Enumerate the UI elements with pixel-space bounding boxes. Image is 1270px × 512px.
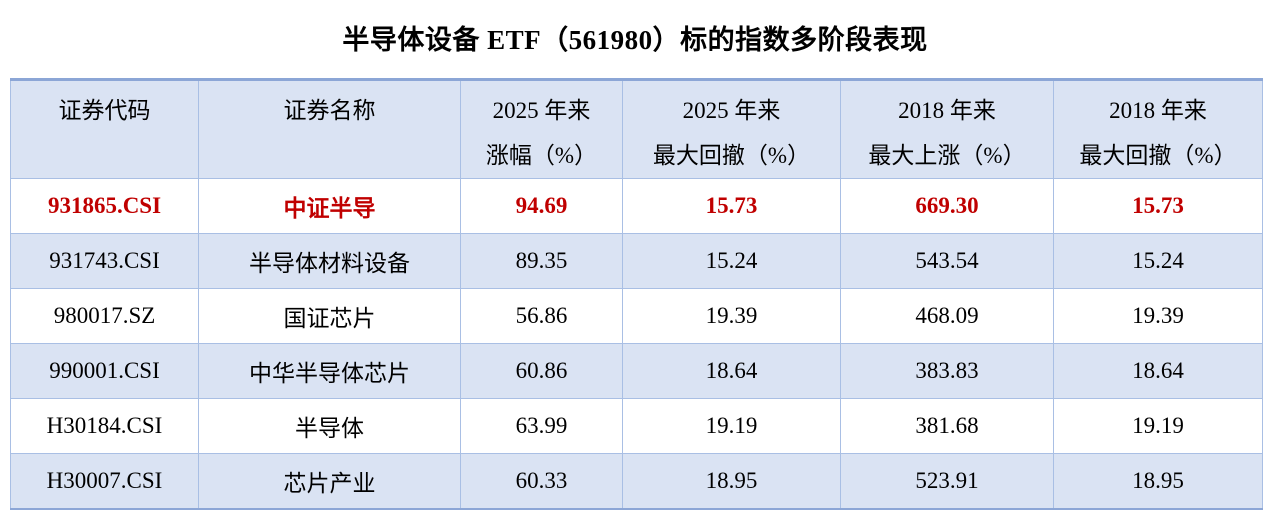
column-header-gain-2025: 2025 年来 涨幅（%） bbox=[460, 79, 623, 179]
column-header-max-drawdown-2025: 2025 年来 最大回撤（%） bbox=[622, 79, 841, 179]
header-row: 证券代码 证券名称 2025 年来 涨幅（%） 2025 年来 最大回撤（%） … bbox=[10, 79, 1263, 179]
column-header-line1: 证券名称 bbox=[283, 98, 376, 123]
table-title: 半导体设备 ETF（561980）标的指数多阶段表现 bbox=[342, 25, 928, 55]
cell-gain-2025: 94.69 bbox=[460, 178, 623, 234]
cell-name: 中华半导体芯片 bbox=[198, 343, 461, 399]
cell-name: 芯片产业 bbox=[198, 453, 461, 509]
cell-max-drawdown-2018: 18.64 bbox=[1053, 343, 1263, 399]
cell-max-drawdown-2025: 18.95 bbox=[622, 453, 841, 509]
cell-max-drawdown-2025: 15.73 bbox=[622, 178, 841, 234]
cell-max-drawdown-2018: 15.73 bbox=[1053, 178, 1263, 234]
cell-max-rise-2018: 381.68 bbox=[840, 398, 1054, 454]
cell-gain-2025: 60.86 bbox=[460, 343, 623, 399]
cell-max-drawdown-2018: 15.24 bbox=[1053, 233, 1263, 289]
cell-max-drawdown-2025: 15.24 bbox=[622, 233, 841, 289]
cell-max-rise-2018: 543.54 bbox=[840, 233, 1054, 289]
column-header-line2 bbox=[200, 133, 460, 178]
cell-max-drawdown-2025: 18.64 bbox=[622, 343, 841, 399]
column-header-line2: 最大回撤（%） bbox=[1079, 143, 1237, 168]
column-header-line2: 最大上涨（%） bbox=[868, 143, 1026, 168]
cell-max-drawdown-2018: 19.19 bbox=[1053, 398, 1263, 454]
cell-max-drawdown-2025: 19.39 bbox=[622, 288, 841, 344]
cell-code: H30007.CSI bbox=[10, 453, 199, 509]
column-header-max-rise-2018: 2018 年来 最大上涨（%） bbox=[840, 79, 1054, 179]
column-header-line1: 2018 年来 bbox=[1109, 98, 1207, 123]
column-header-line1: 2025 年来 bbox=[492, 98, 591, 123]
cell-max-rise-2018: 468.09 bbox=[840, 288, 1054, 344]
table-row: H30007.CSI 芯片产业 60.33 18.95 523.91 18.95 bbox=[10, 453, 1263, 509]
cell-gain-2025: 60.33 bbox=[460, 453, 623, 509]
column-header-max-drawdown-2018: 2018 年来 最大回撤（%） bbox=[1053, 79, 1263, 179]
cell-code: 931743.CSI bbox=[10, 233, 199, 289]
table-row-highlighted: 931865.CSI 中证半导 94.69 15.73 669.30 15.73 bbox=[10, 178, 1263, 234]
cell-code: 980017.SZ bbox=[10, 288, 199, 344]
table-row: H30184.CSI 半导体 63.99 19.19 381.68 19.19 bbox=[10, 398, 1263, 454]
table-row: 990001.CSI 中华半导体芯片 60.86 18.64 383.83 18… bbox=[10, 343, 1263, 399]
column-header-line1: 2018 年来 bbox=[898, 98, 996, 123]
cell-max-rise-2018: 669.30 bbox=[840, 178, 1054, 234]
cell-max-rise-2018: 383.83 bbox=[840, 343, 1054, 399]
column-header-line2: 涨幅（%） bbox=[485, 143, 598, 168]
column-header-name: 证券名称 bbox=[198, 79, 461, 179]
cell-code: 990001.CSI bbox=[10, 343, 199, 399]
table-row: 931743.CSI 半导体材料设备 89.35 15.24 543.54 15… bbox=[10, 233, 1263, 289]
cell-max-drawdown-2018: 19.39 bbox=[1053, 288, 1263, 344]
cell-gain-2025: 89.35 bbox=[460, 233, 623, 289]
cell-name: 国证芯片 bbox=[198, 288, 461, 344]
cell-code: H30184.CSI bbox=[10, 398, 199, 454]
cell-name: 半导体 bbox=[198, 398, 461, 454]
cell-name: 中证半导 bbox=[198, 178, 461, 234]
index-performance-table: 证券代码 证券名称 2025 年来 涨幅（%） 2025 年来 最大回撤（%） … bbox=[10, 78, 1263, 510]
cell-code: 931865.CSI bbox=[10, 178, 199, 234]
cell-gain-2025: 63.99 bbox=[460, 398, 623, 454]
column-header-line2: 最大回撤（%） bbox=[652, 143, 811, 168]
cell-max-drawdown-2018: 18.95 bbox=[1053, 453, 1263, 509]
cell-name: 半导体材料设备 bbox=[198, 233, 461, 289]
cell-max-drawdown-2025: 19.19 bbox=[622, 398, 841, 454]
column-header-line1: 证券代码 bbox=[58, 98, 151, 123]
cell-gain-2025: 56.86 bbox=[460, 288, 623, 344]
column-header-line2 bbox=[12, 133, 198, 178]
column-header-code: 证券代码 bbox=[10, 79, 199, 179]
cell-max-rise-2018: 523.91 bbox=[840, 453, 1054, 509]
table-row: 980017.SZ 国证芯片 56.86 19.39 468.09 19.39 bbox=[10, 288, 1263, 344]
column-header-line1: 2025 年来 bbox=[682, 98, 781, 123]
